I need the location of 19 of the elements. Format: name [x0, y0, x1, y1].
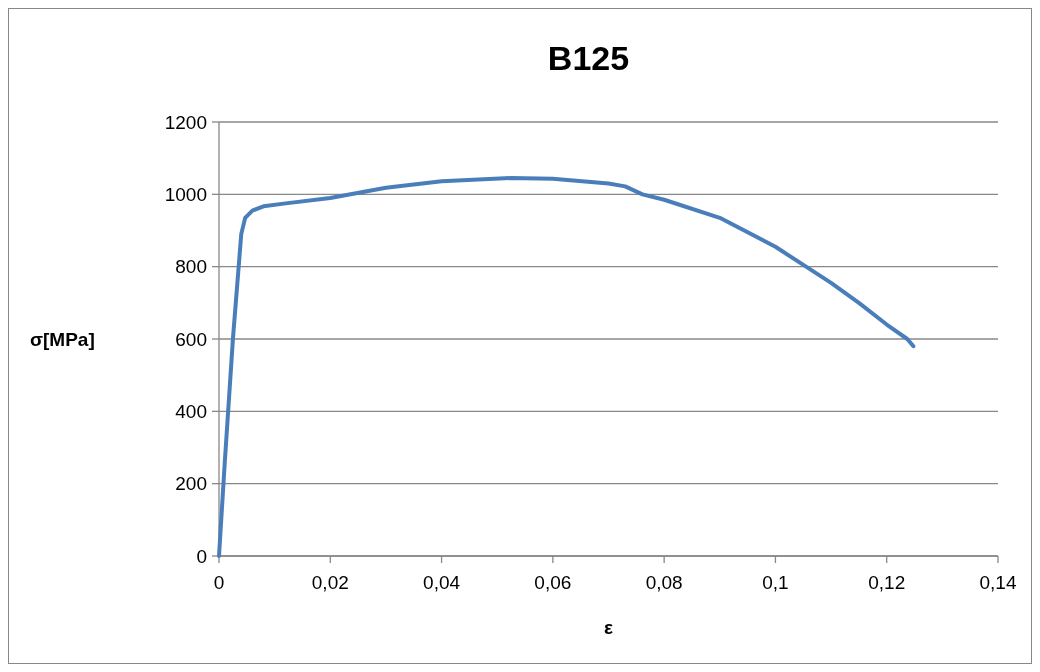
- x-tick-label: 0,04: [423, 572, 461, 593]
- y-tick-label: 1200: [164, 111, 207, 133]
- x-axis-title: ε: [603, 617, 614, 638]
- x-tick-label: 0: [213, 572, 225, 593]
- y-tick-label: 1000: [164, 183, 207, 205]
- x-tick-label: 0,1: [762, 572, 789, 593]
- x-tick-label: 0,02: [311, 572, 349, 593]
- y-tick-label: 200: [175, 473, 207, 495]
- x-tick-label: 0,14: [979, 572, 1017, 593]
- y-tick-label: 800: [175, 256, 207, 278]
- x-tick-label: 0,12: [868, 572, 906, 593]
- chart-title: B125: [547, 39, 630, 77]
- x-tick-label: 0,08: [645, 572, 683, 593]
- x-tick-label: 0,06: [534, 572, 572, 593]
- y-tick-label: 600: [175, 328, 207, 350]
- y-tick-label: 0: [196, 545, 207, 567]
- y-tick-label: 400: [175, 400, 207, 422]
- line-series: [217, 176, 916, 558]
- y-axis-title: σ[MPa]: [30, 328, 95, 350]
